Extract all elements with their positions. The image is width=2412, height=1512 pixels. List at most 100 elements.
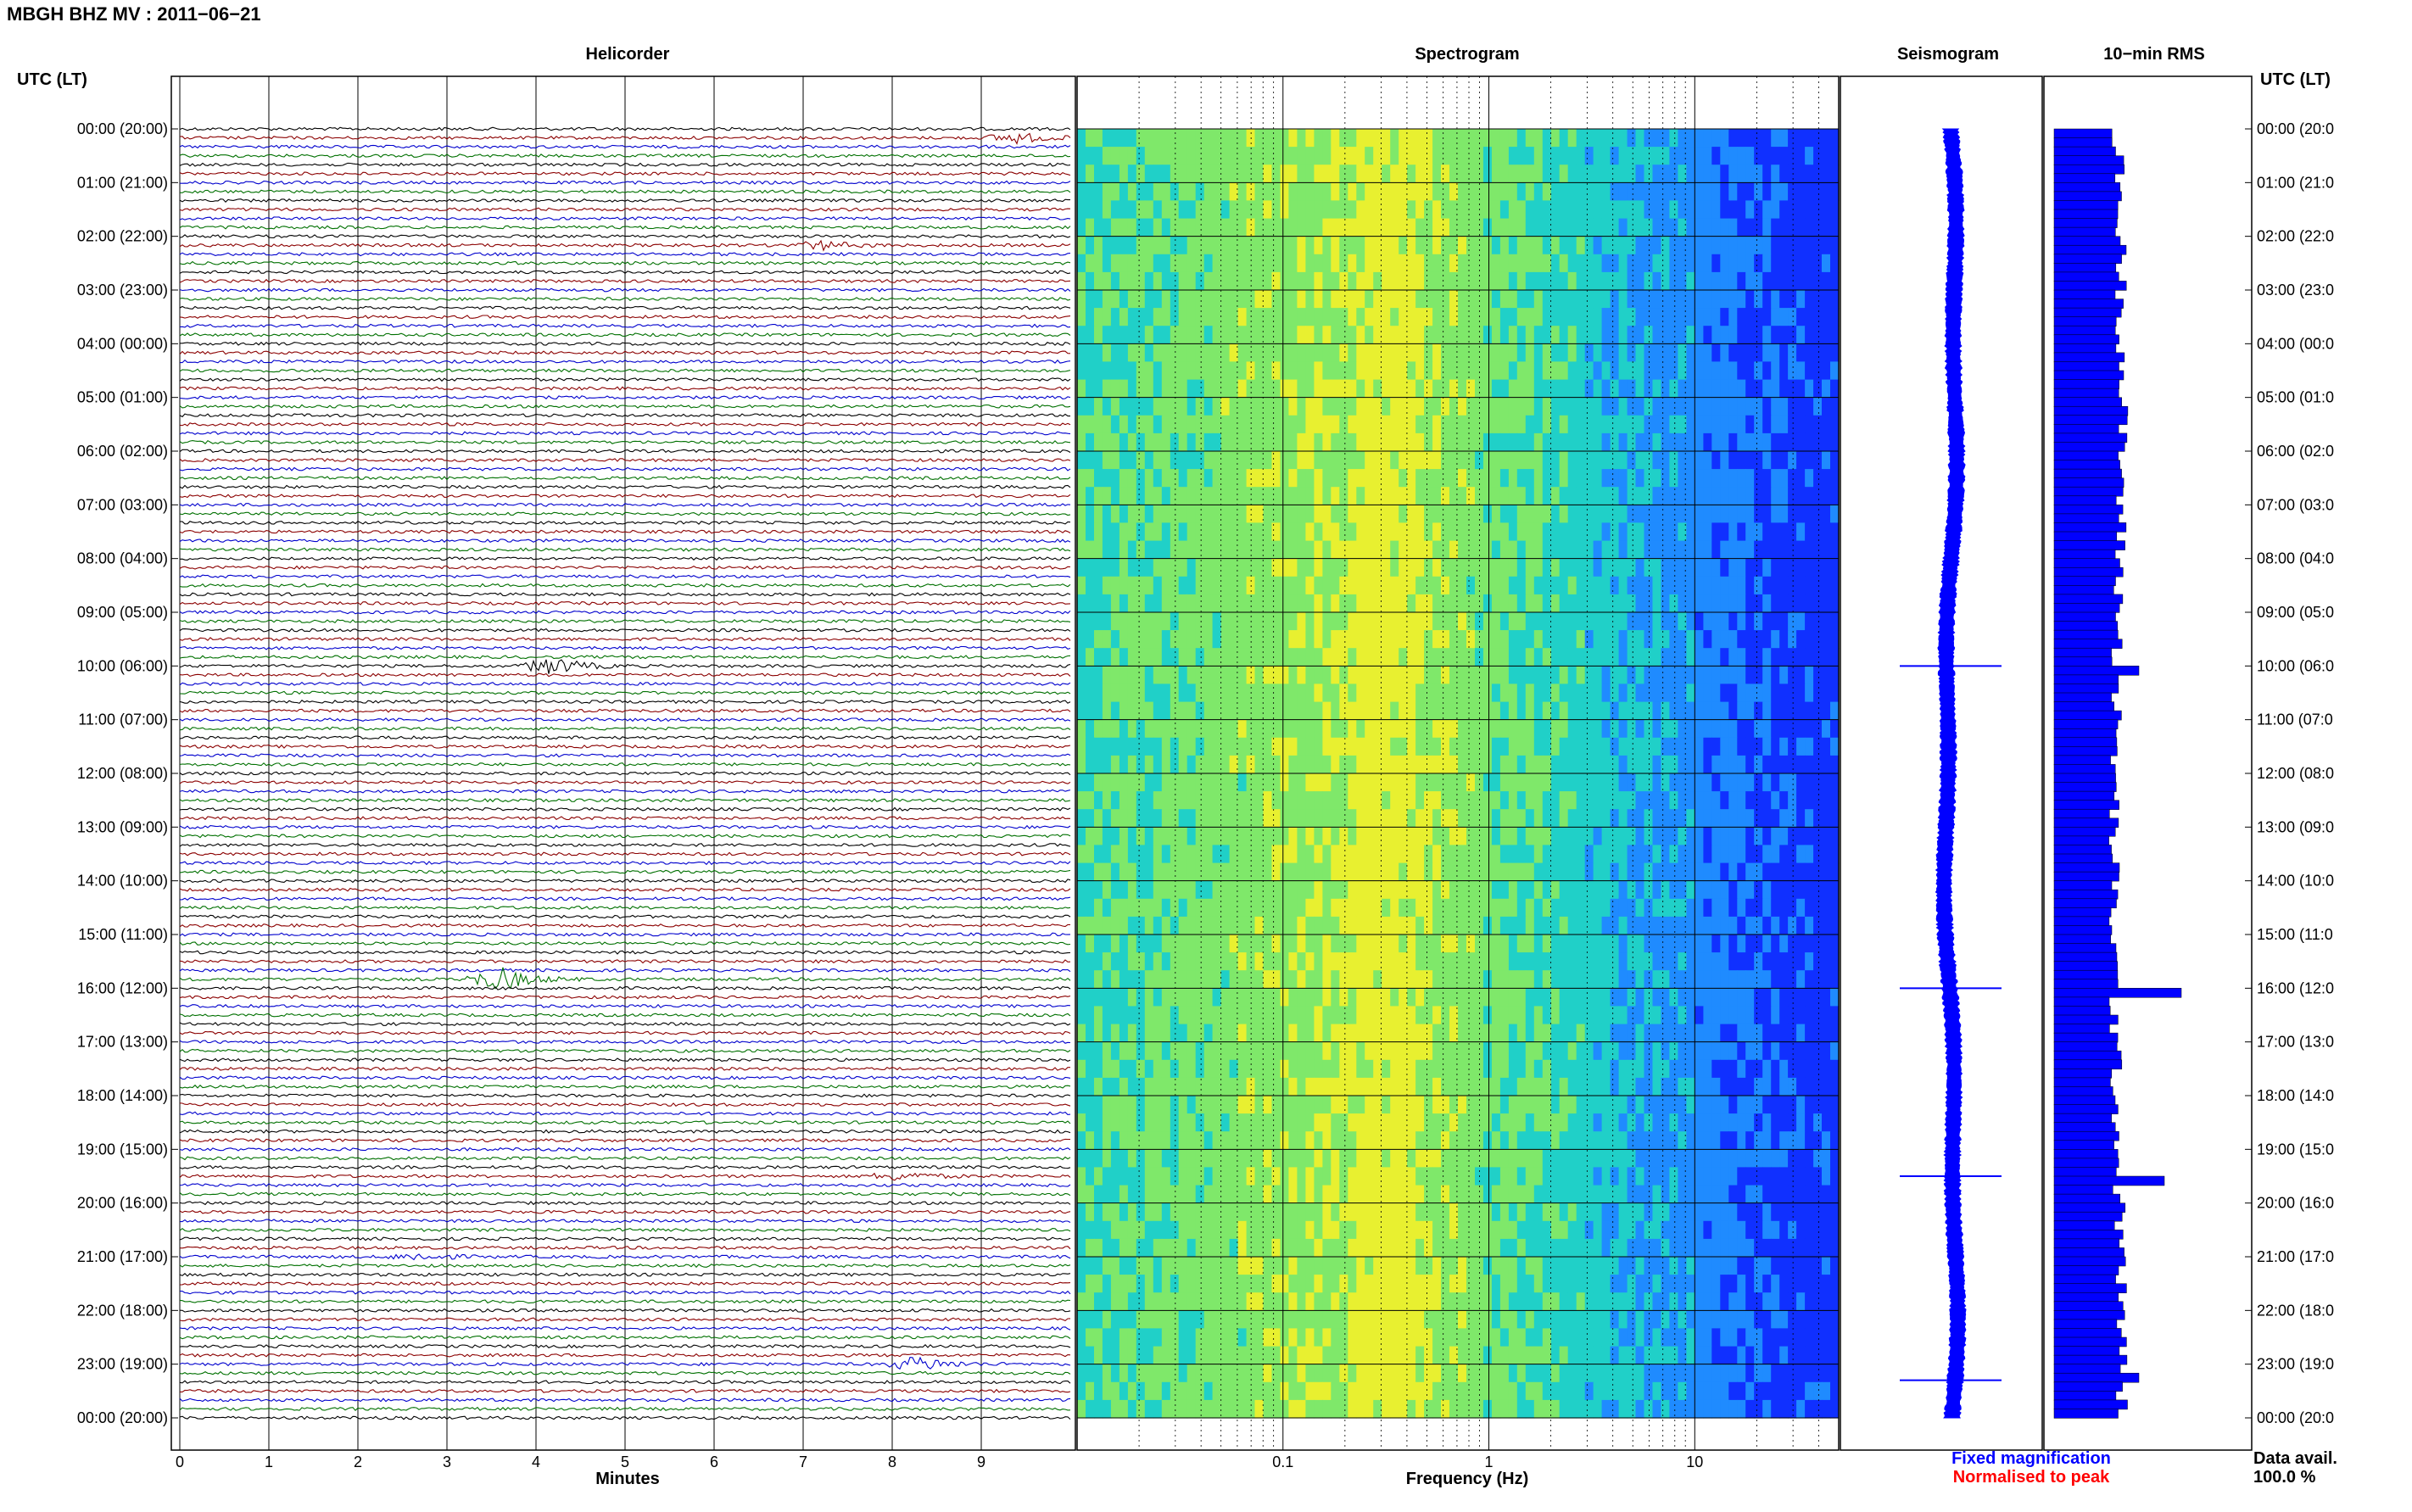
spectrogram-cell: [1492, 612, 1501, 631]
spectrogram-cell: [1788, 237, 1797, 255]
spectrogram-cell: [1213, 756, 1222, 774]
spectrogram-cell: [1534, 577, 1544, 595]
spectrogram-cell: [1619, 702, 1628, 721]
spectrogram-cell: [1170, 541, 1180, 560]
spectrogram-cell: [1390, 416, 1399, 434]
spectrogram-cell: [1432, 1060, 1442, 1079]
spectrogram-cell: [1365, 416, 1374, 434]
spectrogram-cell: [1543, 290, 1552, 309]
spectrogram-cell: [1560, 254, 1569, 273]
spectrogram-cell: [1407, 254, 1416, 273]
spectrogram-cell: [1415, 416, 1425, 434]
spectrogram-cell: [1331, 1078, 1340, 1096]
spectrogram-cell: [1399, 863, 1408, 882]
spectrogram-cell: [1822, 577, 1831, 595]
spectrogram-cell: [1483, 683, 1493, 702]
spectrogram-cell: [1653, 612, 1662, 631]
spectrogram-cell: [1813, 165, 1823, 183]
spectrogram-cell: [1415, 200, 1425, 219]
spectrogram-cell: [1796, 522, 1806, 541]
spectrogram-cell: [1611, 935, 1620, 953]
spectrogram-cell: [1636, 361, 1645, 380]
spectrogram-cell: [1230, 666, 1239, 684]
spectrogram-cell: [1628, 165, 1637, 183]
spectrogram-cell: [1560, 702, 1569, 721]
spectrogram-cell: [1669, 416, 1678, 434]
spectrogram-cell: [1526, 577, 1535, 595]
spectrogram-cell: [1136, 1006, 1146, 1024]
spectrogram-cell: [1196, 129, 1205, 148]
spectrogram-cell: [1145, 129, 1154, 148]
spectrogram-cell: [1348, 594, 1357, 613]
spectrogram-cell: [1103, 326, 1112, 344]
spectrogram-cell: [1509, 1060, 1518, 1079]
spectrogram-cell: [1153, 720, 1163, 739]
spectrogram-cell: [1086, 1042, 1095, 1061]
spectrogram-cell: [1551, 1060, 1561, 1079]
spectrogram-cell: [1636, 756, 1645, 774]
spectrogram-cell: [1170, 416, 1180, 434]
spectrogram-cell: [1111, 416, 1120, 434]
spectrogram-cell: [1365, 272, 1374, 291]
spectrogram-cell: [1813, 200, 1823, 219]
spectrogram-cell: [1272, 219, 1281, 237]
spectrogram-cell: [1517, 988, 1527, 1007]
spectrogram-cell: [1577, 720, 1586, 739]
spectrogram-cell: [1661, 594, 1671, 613]
spectrogram-cell: [1162, 380, 1171, 399]
spectrogram-cell: [1822, 899, 1831, 918]
spectrogram-cell: [1077, 165, 1086, 183]
spectrogram-cell: [1390, 469, 1399, 488]
spectrogram-cell: [1737, 290, 1746, 309]
spectrogram-cell: [1636, 182, 1645, 201]
spectrogram-cell: [1365, 559, 1374, 577]
spectrogram-cell: [1669, 1024, 1678, 1043]
spectrogram-cell: [1830, 720, 1840, 739]
spectrogram-cell: [1255, 165, 1265, 183]
spectrogram-cell: [1170, 308, 1180, 326]
spectrogram-cell: [1145, 147, 1154, 165]
spectrogram-cell: [1754, 416, 1763, 434]
spectrogram-cell: [1356, 237, 1365, 255]
spectrogram-cell: [1322, 827, 1332, 845]
spectrogram-cell: [1745, 577, 1755, 595]
spectrogram-cell: [1179, 809, 1188, 828]
spectrogram-cell: [1119, 935, 1129, 953]
spectrogram-cell: [1424, 326, 1433, 344]
spectrogram-cell: [1305, 416, 1315, 434]
spectrogram-cell: [1551, 630, 1561, 649]
spectrogram-cell: [1382, 416, 1391, 434]
spectrogram-cell: [1805, 827, 1814, 845]
spectrogram-cell: [1594, 469, 1603, 488]
spectrogram-cell: [1805, 505, 1814, 523]
spectrogram-cell: [1711, 272, 1721, 291]
spectrogram-cell: [1568, 1060, 1577, 1079]
spectrogram-cell: [1415, 487, 1425, 505]
spectrogram-cell: [1594, 308, 1603, 326]
spectrogram-cell: [1187, 1024, 1197, 1043]
spectrogram-cell: [1111, 308, 1120, 326]
spectrogram-cell: [1728, 683, 1738, 702]
spectrogram-cell: [1196, 290, 1205, 309]
spectrogram-cell: [1585, 237, 1594, 255]
spectrogram-cell: [1264, 416, 1273, 434]
spectrogram-cell: [1281, 129, 1290, 148]
spectrogram-cell: [1458, 952, 1467, 971]
spectrogram-cell: [1737, 988, 1746, 1007]
spectrogram-cell: [1382, 827, 1391, 845]
spectrogram-cell: [1779, 756, 1789, 774]
spectrogram-cell: [1221, 738, 1231, 756]
spectrogram-cell: [1432, 326, 1442, 344]
spectrogram-cell: [1822, 182, 1831, 201]
spectrogram-cell: [1204, 343, 1214, 362]
spectrogram-cell: [1288, 200, 1298, 219]
spectrogram-cell: [1594, 1006, 1603, 1024]
spectrogram-cell: [1111, 827, 1120, 845]
spectrogram-cell: [1534, 129, 1544, 148]
spectrogram-cell: [1788, 702, 1797, 721]
spectrogram-cell: [1526, 899, 1535, 918]
spectrogram-cell: [1272, 881, 1281, 900]
spectrogram-cell: [1594, 505, 1603, 523]
spectrogram-cell: [1432, 487, 1442, 505]
spectrogram-cell: [1720, 398, 1729, 416]
